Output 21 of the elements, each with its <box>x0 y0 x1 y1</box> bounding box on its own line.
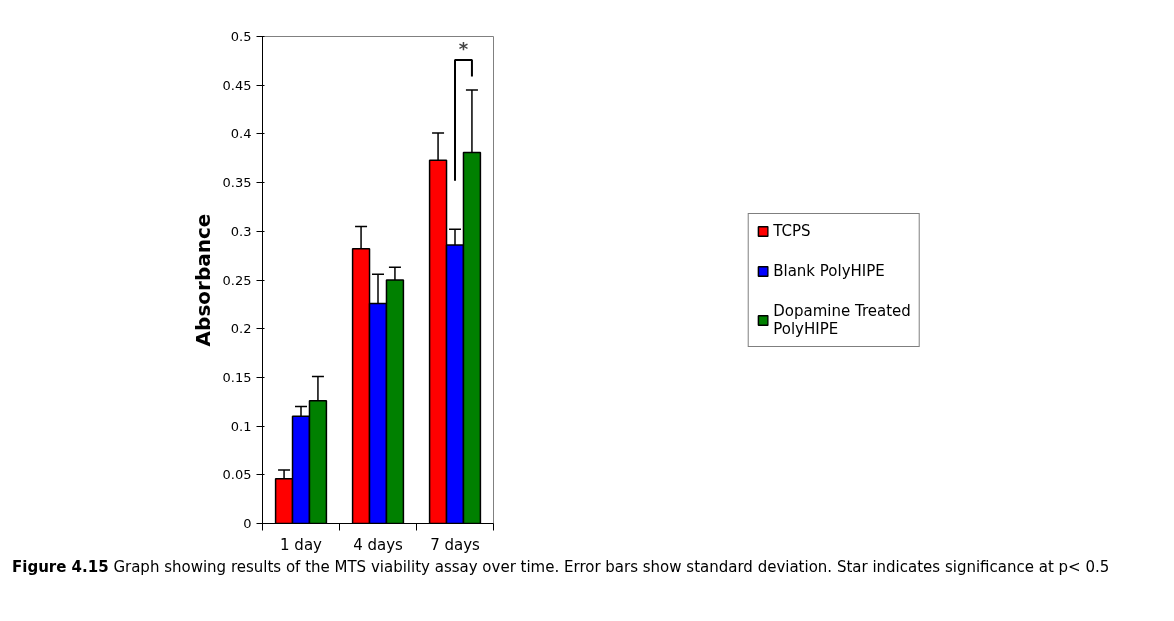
y-tick-label: 0.15 <box>222 369 252 385</box>
legend-label: Dopamine Treated PolyHIPE <box>773 301 911 338</box>
y-tick-label: 0.25 <box>222 272 252 288</box>
y-tick-label: 0.3 <box>230 223 252 239</box>
y-tick-label: 0.45 <box>222 77 252 93</box>
y-tick-label: 0.4 <box>230 126 252 142</box>
x-tick-label: 4 days <box>353 535 404 554</box>
y-tick-label: 0.35 <box>222 175 252 191</box>
y-tick-label: 0.1 <box>230 418 252 434</box>
y-tick-label: 0.2 <box>230 321 252 337</box>
annotation: * <box>458 37 469 59</box>
legend-label: TCPS <box>773 221 811 240</box>
legend-label: Blank PolyHIPE <box>773 261 885 280</box>
y-tick-label: 0 <box>243 516 252 531</box>
y-tick-label: 0.05 <box>222 467 252 483</box>
x-tick-label: 7 days <box>430 535 481 554</box>
text: Graph showing results of the MTS viability assay over time. Error bars show standard deviation. Star indicates significance at p< 0.5 <box>113 558 1110 576</box>
y-axis-title: Absorbance <box>190 213 215 347</box>
caption: Figure 4.15 <box>12 558 109 576</box>
x-tick-label: 1 day <box>280 535 323 554</box>
y-tick-label: 0.5 <box>230 29 252 44</box>
